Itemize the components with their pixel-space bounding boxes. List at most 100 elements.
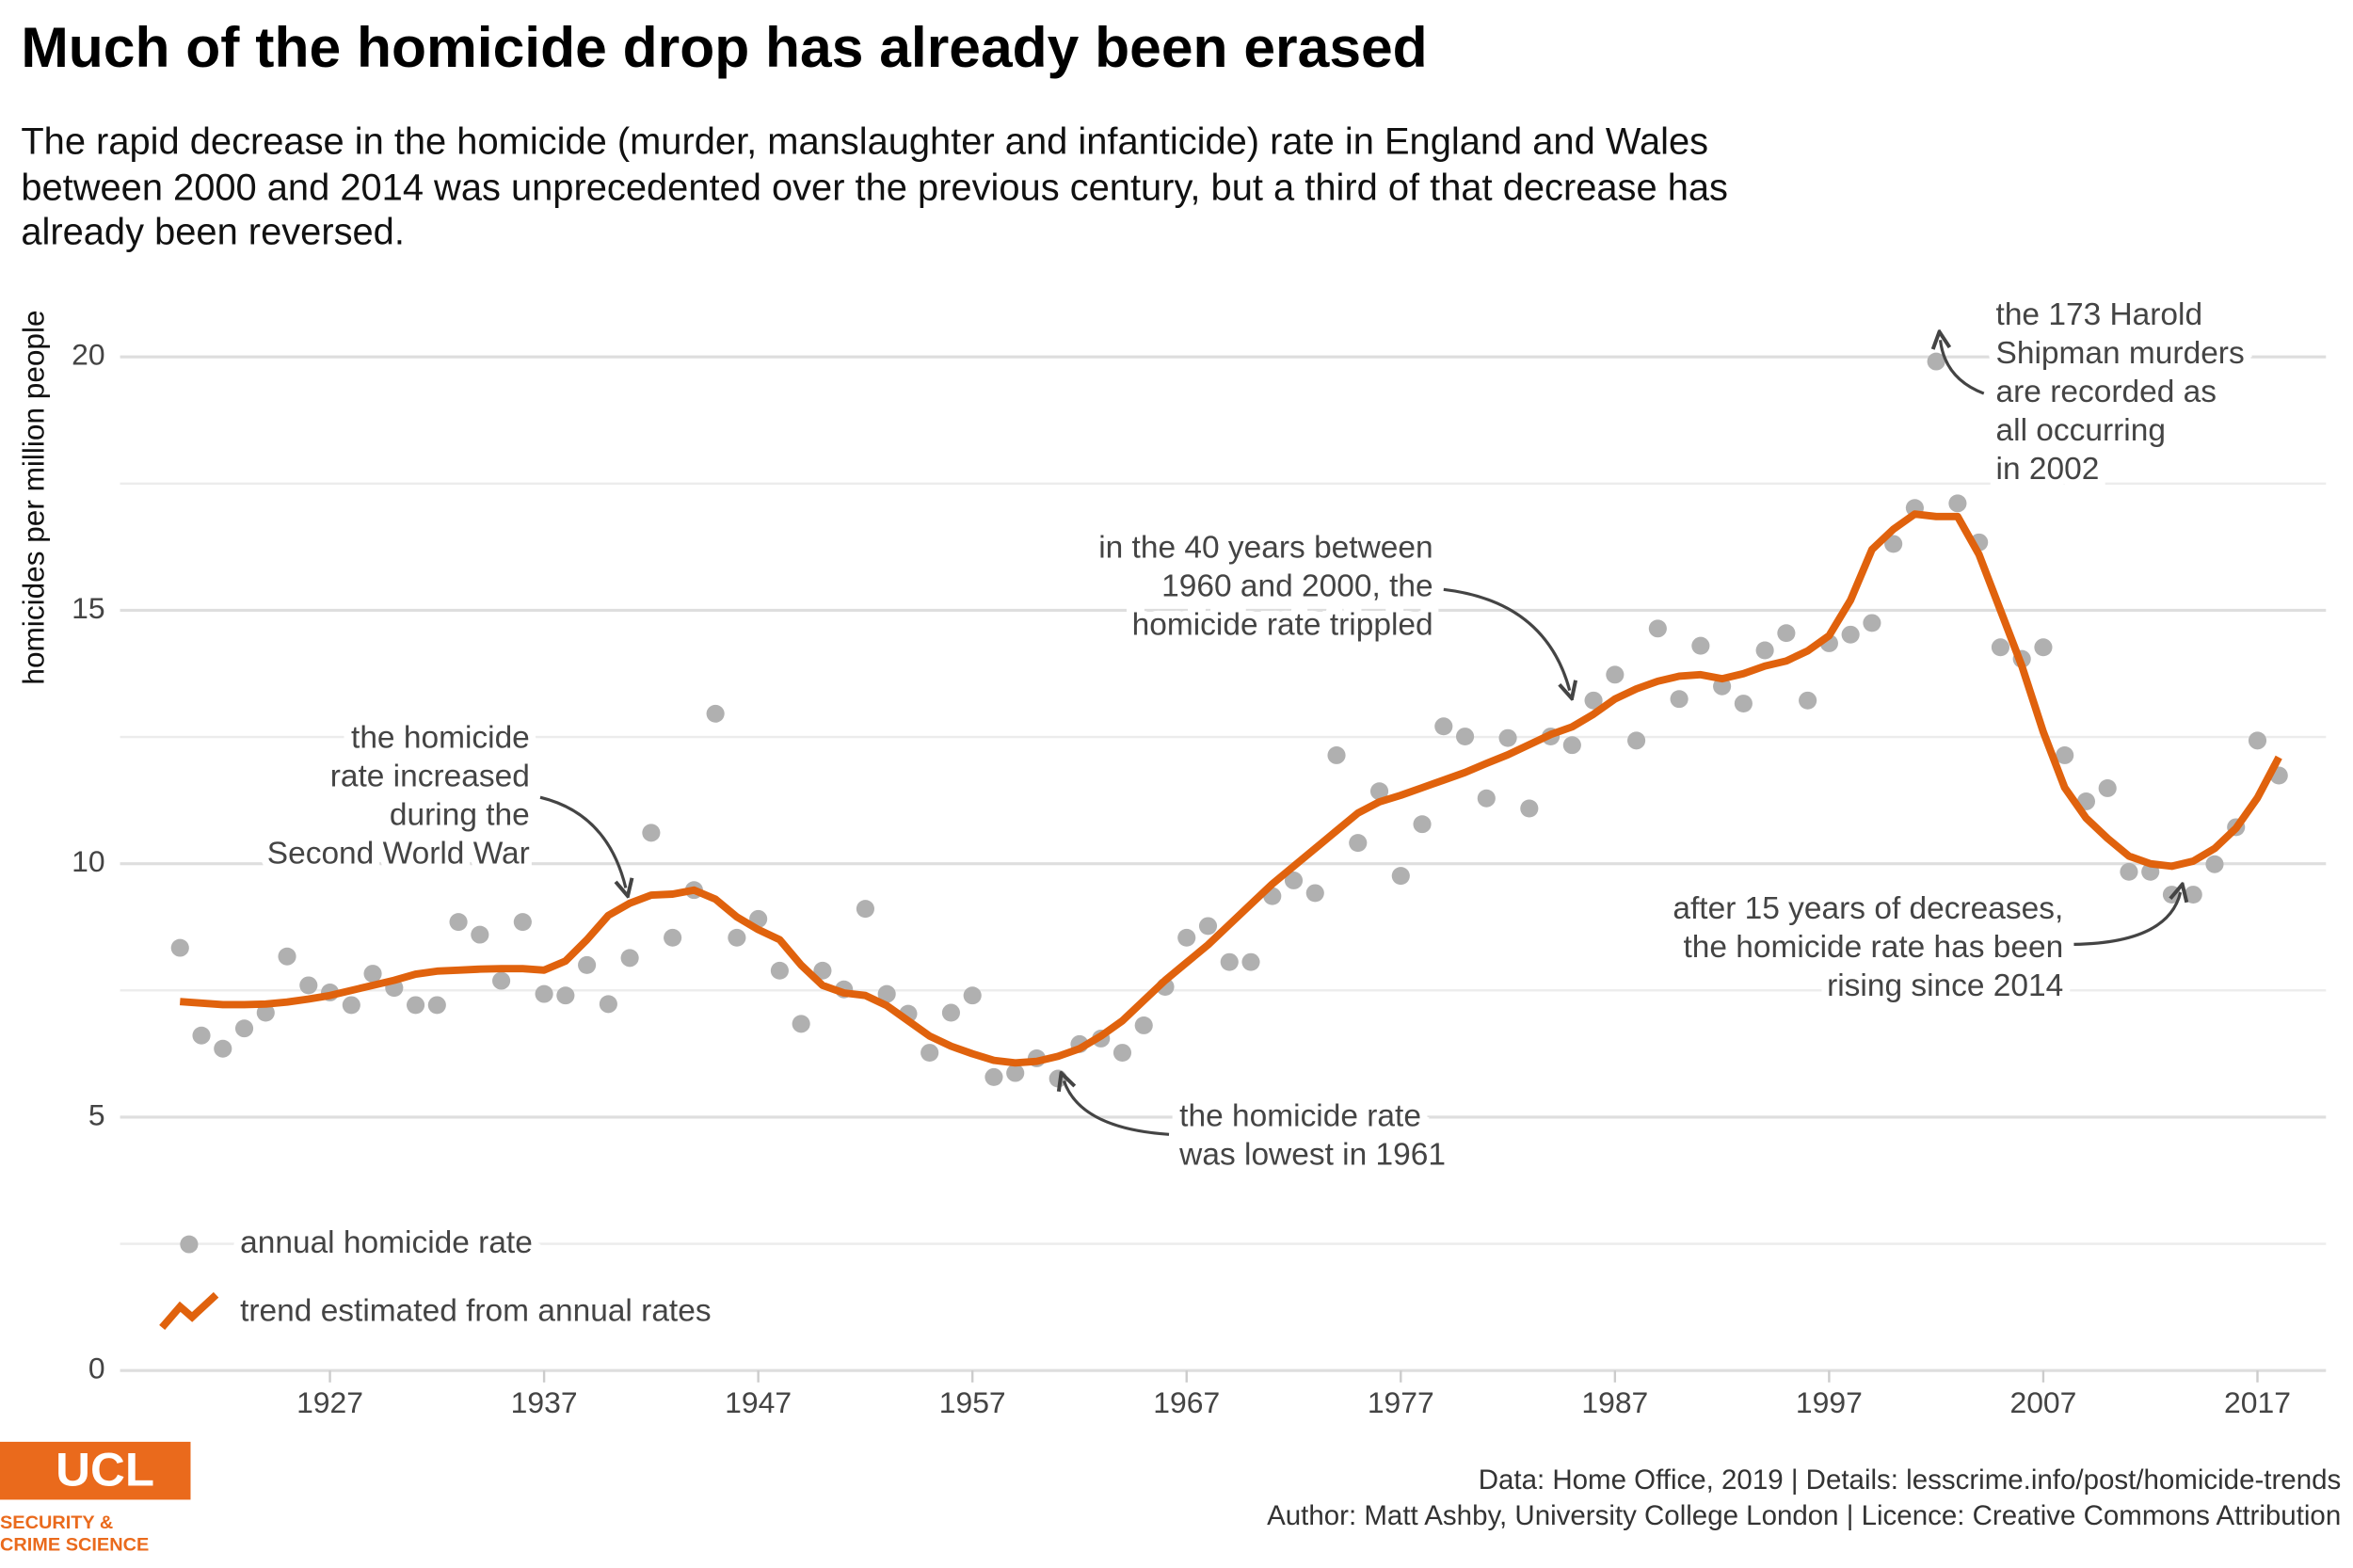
annotation: the homicide rate has been bbox=[1683, 930, 2063, 965]
data-point bbox=[170, 938, 189, 957]
x-tick-label: 1987 bbox=[1581, 1385, 1648, 1419]
data-point bbox=[471, 925, 489, 944]
data-point bbox=[813, 961, 832, 980]
data-point bbox=[1584, 691, 1603, 710]
data-point bbox=[941, 1003, 961, 1022]
annotation-arrow bbox=[1064, 1081, 1170, 1136]
data-point bbox=[342, 996, 360, 1015]
data-point bbox=[1520, 799, 1539, 818]
data-point bbox=[1562, 736, 1581, 755]
data-point bbox=[792, 1015, 810, 1033]
data-point bbox=[1477, 789, 1496, 808]
data-point bbox=[1991, 638, 2009, 657]
data-point bbox=[2120, 862, 2138, 881]
data-point bbox=[620, 949, 639, 968]
data-point bbox=[664, 928, 682, 947]
data-point bbox=[2034, 638, 2053, 657]
x-tick-label: 1947 bbox=[725, 1385, 792, 1419]
data-point bbox=[1327, 745, 1346, 764]
footer: Data: Home Office, 2019 | Details: lessc… bbox=[1479, 1464, 2342, 1496]
data-point bbox=[1755, 641, 1774, 660]
trend-line bbox=[179, 510, 2282, 1067]
y-tick-label: 0 bbox=[88, 1352, 105, 1385]
legend-label: annual homicide rate bbox=[240, 1225, 533, 1260]
data-point bbox=[407, 996, 425, 1015]
data-point bbox=[728, 928, 746, 947]
data-point bbox=[1198, 917, 1218, 936]
annotation: all occurring bbox=[1996, 413, 2166, 448]
x-tick-label: 1967 bbox=[1153, 1385, 1220, 1419]
data-point bbox=[642, 824, 661, 842]
y-tick-label: 5 bbox=[88, 1097, 105, 1131]
logo-subtext: CRIME SCIENCE bbox=[0, 1535, 149, 1556]
data-point bbox=[1006, 1064, 1025, 1082]
data-point bbox=[1112, 1044, 1132, 1063]
logo-text: UCL bbox=[56, 1443, 154, 1496]
chart-title: Much of the homicide drop has already be… bbox=[21, 15, 1427, 79]
data-point bbox=[1434, 717, 1453, 736]
data-point bbox=[1691, 636, 1710, 655]
data-point bbox=[513, 913, 532, 932]
data-point bbox=[1799, 691, 1817, 710]
data-point bbox=[1284, 872, 1304, 889]
data-point bbox=[427, 996, 446, 1015]
annotation: Second World War bbox=[267, 837, 530, 872]
legend-point bbox=[180, 1235, 199, 1254]
data-point bbox=[1734, 695, 1753, 713]
annotation: homicide rate trippled bbox=[1132, 608, 1433, 643]
annotation-arrow bbox=[2073, 892, 2180, 946]
data-point bbox=[1305, 884, 1324, 903]
x-tick-label: 1977 bbox=[1368, 1385, 1434, 1419]
data-point bbox=[278, 947, 296, 966]
data-point bbox=[1884, 535, 1903, 553]
data-point bbox=[256, 1003, 275, 1022]
data-point bbox=[1863, 614, 1881, 632]
annotation: the homicide rate bbox=[1179, 1099, 1421, 1134]
data-point bbox=[963, 986, 982, 1005]
annotation-arrow bbox=[1941, 340, 1985, 395]
data-point bbox=[1349, 834, 1368, 853]
legend-line bbox=[159, 1291, 219, 1330]
data-point bbox=[920, 1044, 939, 1063]
annotation: rising since 2014 bbox=[1827, 968, 2063, 1003]
annotation: was lowest in 1961 bbox=[1178, 1138, 1446, 1173]
annotation: 1960 and 2000, the bbox=[1161, 569, 1433, 604]
annotation-arrow bbox=[1443, 587, 1570, 690]
data-point bbox=[1369, 782, 1389, 801]
data-point bbox=[1713, 677, 1732, 696]
data-point bbox=[299, 976, 318, 995]
data-point bbox=[1413, 815, 1432, 834]
annotation: after 15 years of decreases, bbox=[1673, 891, 2063, 926]
data-point bbox=[706, 704, 725, 723]
data-point bbox=[2205, 855, 2224, 873]
subtitle: between 2000 and 2014 was unprecedented … bbox=[21, 168, 1728, 209]
data-point bbox=[984, 1067, 1003, 1086]
data-point bbox=[1927, 352, 1945, 371]
x-tick-label: 2017 bbox=[2224, 1385, 2291, 1419]
data-point bbox=[214, 1039, 232, 1058]
subtitle: The rapid decrease in the homicide (murd… bbox=[21, 121, 1708, 163]
data-point bbox=[363, 965, 382, 984]
annotation: the 173 Harold bbox=[1996, 297, 2203, 332]
footer: Author: Matt Ashby, University College L… bbox=[1267, 1500, 2341, 1531]
data-point bbox=[2248, 731, 2267, 750]
annotation: Shipman murders bbox=[1996, 336, 2245, 371]
x-tick-label: 1927 bbox=[296, 1385, 363, 1419]
annotation: the homicide bbox=[351, 721, 530, 756]
y-tick-label: 15 bbox=[72, 591, 104, 625]
data-point bbox=[1391, 867, 1410, 886]
data-point bbox=[1841, 625, 1860, 644]
data-point bbox=[1648, 619, 1667, 638]
data-point bbox=[556, 986, 575, 1005]
y-axis-label: homicides per million people bbox=[17, 310, 51, 684]
data-point bbox=[1455, 728, 1475, 746]
plot: 0 5 10 15 20 1927 1937 1947 1957 1967 1977 1987 1997… bbox=[72, 290, 2327, 1419]
data-point bbox=[1627, 731, 1646, 750]
logo-subtext: SECURITY & bbox=[0, 1512, 113, 1533]
y-tick-label: 20 bbox=[72, 338, 104, 372]
data-point bbox=[1606, 665, 1625, 684]
data-point bbox=[234, 1019, 254, 1038]
data-point bbox=[770, 961, 789, 980]
x-tick-label: 1937 bbox=[511, 1385, 578, 1419]
annotation-arrow bbox=[539, 795, 626, 888]
